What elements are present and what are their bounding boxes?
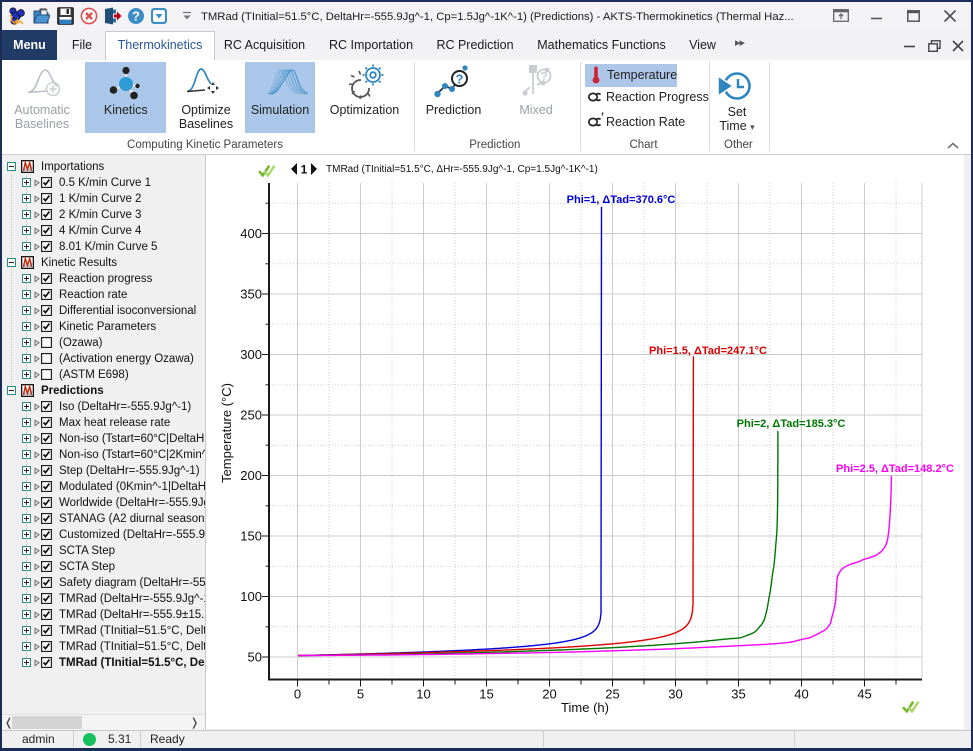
svg-text:1: 1 [301,163,308,177]
svg-text:45: 45 [857,687,871,702]
svg-text:20: 20 [542,687,556,702]
svg-text:400: 400 [240,226,262,241]
svg-text:10: 10 [416,687,430,702]
svg-text:15: 15 [479,687,493,702]
svg-text:Phi=2.5, ΔTad=148.2°C: Phi=2.5, ΔTad=148.2°C [836,463,954,475]
svg-text:?: ? [456,72,464,87]
svg-text:Time (h): Time (h) [561,700,609,715]
svg-text:150: 150 [240,529,262,544]
svg-text:200: 200 [240,468,262,483]
svg-text:25: 25 [605,687,619,702]
svg-text:40: 40 [794,687,808,702]
svg-text:5: 5 [357,687,364,702]
svg-text:?: ? [540,70,547,84]
svg-text:Temperature (°C): Temperature (°C) [219,383,234,483]
svg-text:300: 300 [240,347,262,362]
svg-text:250: 250 [240,408,262,423]
svg-text:Phi=1.5, ΔTad=247.1°C: Phi=1.5, ΔTad=247.1°C [649,345,767,357]
svg-text:Phi=2, ΔTad=185.3°C: Phi=2, ΔTad=185.3°C [737,418,846,430]
svg-text:0: 0 [294,687,301,702]
svg-text:Phi=1, ΔTad=370.6°C: Phi=1, ΔTad=370.6°C [567,194,676,206]
svg-text:?: ? [132,9,140,24]
svg-text:30: 30 [668,687,682,702]
svg-text:100: 100 [240,589,262,604]
svg-text:35: 35 [731,687,745,702]
svg-text:350: 350 [240,287,262,302]
svg-text:50: 50 [248,650,262,665]
